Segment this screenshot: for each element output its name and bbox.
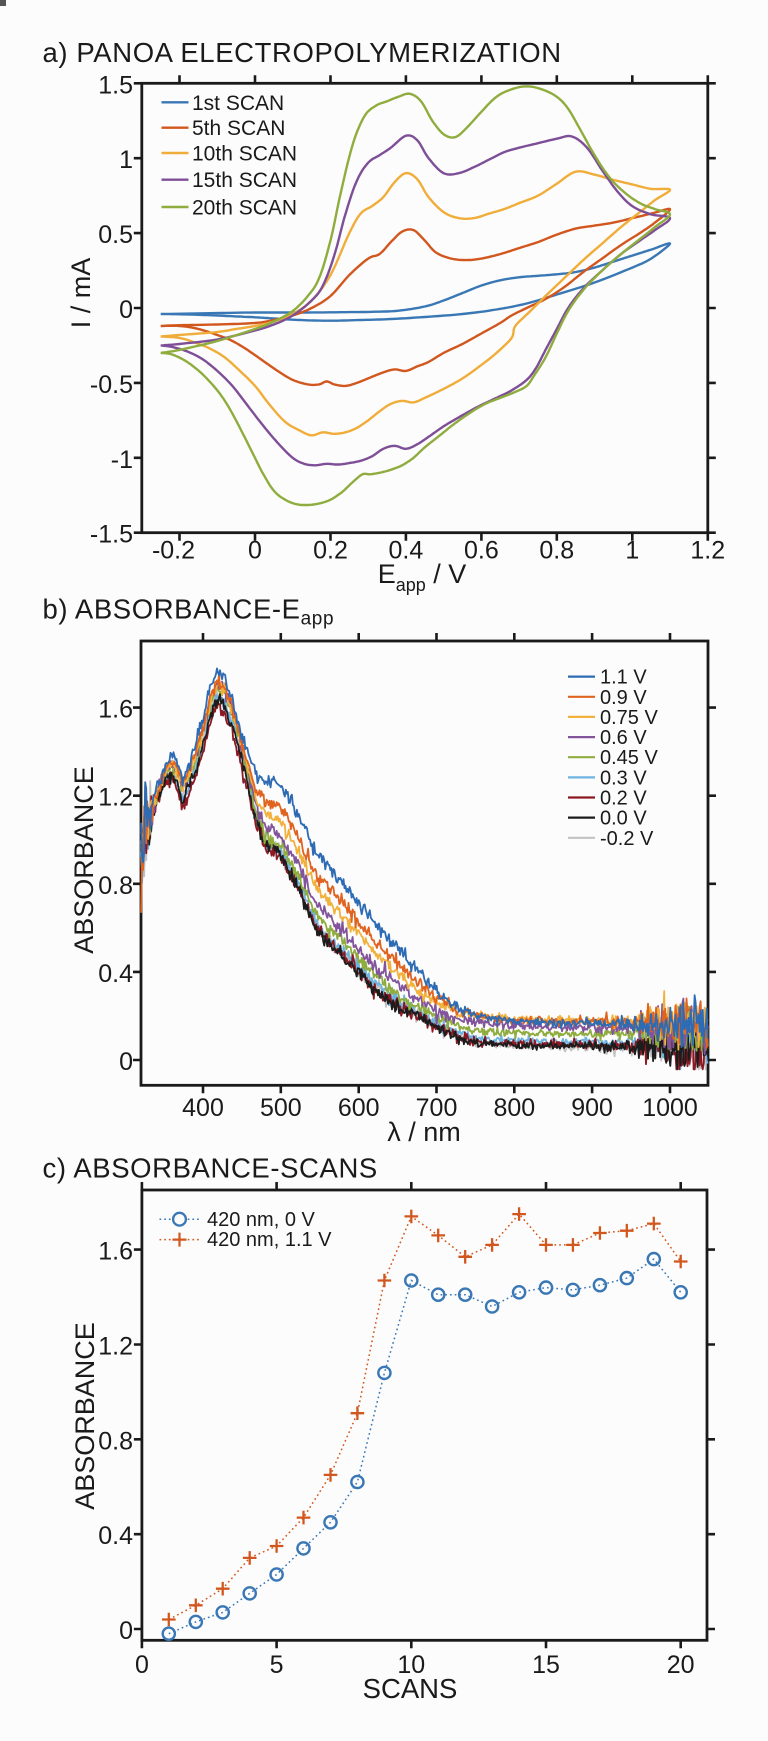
svg-text:700: 700	[416, 1094, 458, 1122]
svg-text:1.2: 1.2	[690, 537, 725, 565]
svg-text:0.6 V: 0.6 V	[600, 727, 647, 749]
svg-text:0.4: 0.4	[389, 537, 424, 565]
svg-text:800: 800	[493, 1094, 535, 1122]
svg-text:-0.2: -0.2	[152, 537, 195, 565]
svg-text:0.8: 0.8	[98, 872, 133, 900]
svg-text:20th SCAN: 20th SCAN	[192, 197, 297, 220]
svg-text:1.5: 1.5	[98, 71, 133, 99]
svg-text:I / mA: I / mA	[66, 258, 96, 329]
svg-text:10th SCAN: 10th SCAN	[192, 143, 297, 166]
svg-text:400: 400	[182, 1094, 224, 1122]
svg-text:0.9 V: 0.9 V	[600, 687, 647, 709]
svg-text:0.5: 0.5	[98, 221, 133, 249]
svg-text:b) ABSORBANCE-Eapp: b) ABSORBANCE-Eapp	[43, 594, 335, 630]
svg-text:20: 20	[667, 1651, 695, 1679]
svg-text:1000: 1000	[642, 1094, 698, 1122]
svg-text:0: 0	[119, 1617, 133, 1645]
svg-text:ABSORBANCE: ABSORBANCE	[69, 766, 99, 954]
svg-text:5: 5	[270, 1651, 284, 1679]
svg-text:1.2: 1.2	[98, 1333, 133, 1361]
svg-text:0: 0	[248, 537, 262, 565]
svg-text:15th SCAN: 15th SCAN	[192, 169, 297, 192]
svg-text:0.4: 0.4	[98, 960, 133, 988]
svg-text:1.1 V: 1.1 V	[600, 667, 647, 689]
svg-text:λ / nm: λ / nm	[387, 1117, 461, 1147]
svg-text:SCANS: SCANS	[363, 1673, 458, 1704]
svg-text:5th SCAN: 5th SCAN	[192, 117, 285, 140]
svg-text:15: 15	[532, 1651, 560, 1679]
svg-text:0.75 V: 0.75 V	[600, 707, 658, 729]
svg-text:1: 1	[625, 537, 639, 565]
svg-text:0.4: 0.4	[98, 1522, 133, 1550]
svg-text:0.0 V: 0.0 V	[600, 808, 647, 830]
svg-text:0.8: 0.8	[539, 537, 574, 565]
svg-text:1.2: 1.2	[98, 784, 133, 812]
svg-text:900: 900	[571, 1094, 613, 1122]
svg-text:c) ABSORBANCE-SCANS: c) ABSORBANCE-SCANS	[43, 1153, 378, 1184]
svg-text:0.2: 0.2	[313, 537, 348, 565]
svg-text:420 nm, 1.1 V: 420 nm, 1.1 V	[207, 1229, 332, 1251]
svg-text:500: 500	[260, 1094, 302, 1122]
svg-text:a) PANOA ELECTROPOLYMERIZATION: a) PANOA ELECTROPOLYMERIZATION	[43, 37, 562, 68]
svg-text:1.6: 1.6	[98, 696, 133, 724]
svg-text:0.2 V: 0.2 V	[600, 788, 647, 810]
svg-text:420 nm, 0 V: 420 nm, 0 V	[207, 1209, 316, 1231]
svg-text:-1.5: -1.5	[90, 521, 133, 549]
svg-text:0: 0	[119, 1048, 133, 1076]
svg-text:-0.5: -0.5	[90, 371, 133, 399]
svg-text:0.3 V: 0.3 V	[600, 767, 647, 789]
svg-text:1: 1	[119, 146, 133, 174]
svg-text:1st SCAN: 1st SCAN	[192, 92, 284, 115]
svg-text:0: 0	[135, 1651, 149, 1679]
svg-text:-1: -1	[111, 446, 133, 474]
svg-text:0.6: 0.6	[464, 537, 499, 565]
svg-text:ABSORBANCE: ABSORBANCE	[70, 1322, 100, 1510]
svg-text:10: 10	[397, 1651, 425, 1679]
svg-text:600: 600	[338, 1094, 380, 1122]
svg-text:1.6: 1.6	[98, 1238, 133, 1266]
svg-text:0: 0	[119, 296, 133, 324]
svg-text:0.45 V: 0.45 V	[600, 747, 658, 769]
svg-text:0.8: 0.8	[98, 1427, 133, 1455]
svg-text:-0.2 V: -0.2 V	[600, 828, 654, 850]
